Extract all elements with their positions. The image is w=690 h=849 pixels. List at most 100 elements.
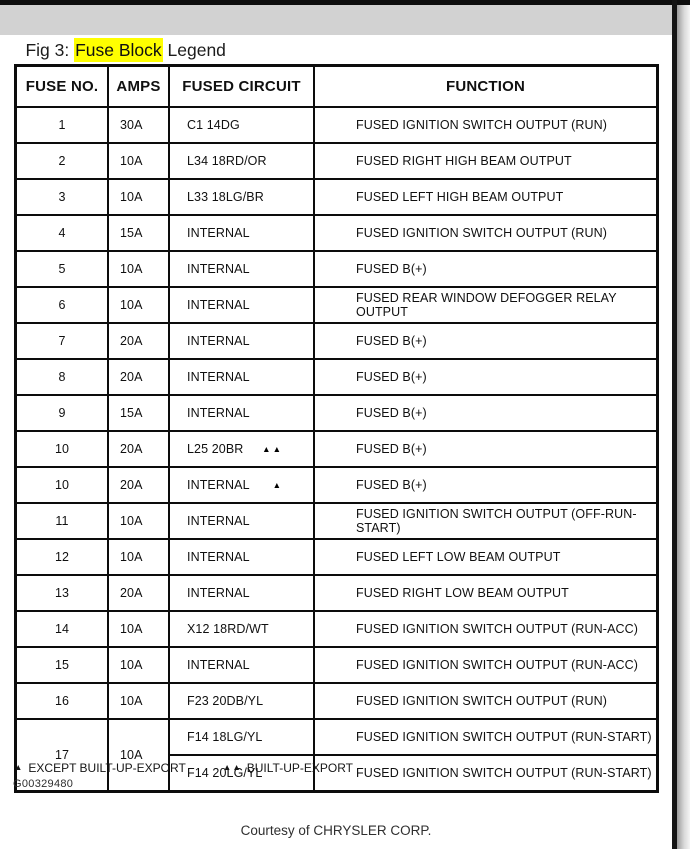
fuse-no-cell: 11 <box>14 502 109 540</box>
fuse-block-table: FUSE NO. AMPS FUSED CIRCUIT FUNCTION 1 30A C1… <box>14 64 659 793</box>
function-cell: FUSED B(+) <box>313 250 659 288</box>
circuit-cell: INTERNAL <box>168 394 315 432</box>
circuit-cell: X12 18RD/WT <box>168 610 315 648</box>
page-top-border <box>0 0 690 5</box>
function-cell: FUSED IGNITION SWITCH OUTPUT (RUN-START) <box>313 718 659 756</box>
double-triangle-icon: ▲▲ <box>222 762 242 772</box>
circuit-cell: F23 20DB/YL <box>168 682 315 720</box>
fuse-no-cell: 1 <box>14 106 109 144</box>
fuse-row: 4 15A INTERNAL FUSED IGNITION SWITCH OUTPUT… <box>14 214 659 252</box>
fuse-no-cell: 17 <box>14 718 109 793</box>
fuse-row: 9 15A INTERNAL FUSED B(+) <box>14 394 659 432</box>
circuit-cell: INTERNAL <box>168 502 315 540</box>
footnotes: ▲ EXCEPT BUILT-UP-EXPORT ▲▲ BUILT-UP-EXPOR… <box>14 761 387 775</box>
fuse-table-header: FUSE NO. AMPS FUSED CIRCUIT FUNCTION <box>14 64 659 108</box>
figure-title-bar: Fig 3: Fuse Block Legend <box>0 5 672 62</box>
fuse-no-cell: 16 <box>14 682 109 720</box>
column-header-fused-circuit: FUSED CIRCUIT <box>168 64 315 108</box>
fuse-row: 12 10A INTERNAL FUSED LEFT LOW BEAM OUTPUT <box>14 538 659 576</box>
function-cell: FUSED RIGHT HIGH BEAM OUTPUT <box>313 142 659 180</box>
fuse-row: 8 20A INTERNAL FUSED B(+) <box>14 358 659 396</box>
circuit-cell: F14 20LG/YL <box>168 754 315 793</box>
amps-cell: 10A <box>107 646 170 684</box>
amps-cell: 10A <box>107 502 170 540</box>
amps-cell: 20A <box>107 430 170 468</box>
footnote-label: BUILT-UP-EXPORT <box>246 761 353 775</box>
function-cell: FUSED REAR WINDOW DEFOGGER RELAY OUTPUT <box>313 286 659 324</box>
function-cell: FUSED B(+) <box>313 430 659 468</box>
circuit-label: INTERNAL <box>187 478 250 492</box>
circuit-cell: INTERNAL <box>168 286 315 324</box>
amps-cell: 10A <box>107 718 170 793</box>
function-cell: FUSED B(+) <box>313 358 659 396</box>
figure-code: G00329480 <box>13 778 74 790</box>
circuit-label: F14 20LG/YL <box>187 766 263 780</box>
function-cell: FUSED IGNITION SWITCH OUTPUT (RUN-ACC) <box>313 646 659 684</box>
fuse-no-cell: 6 <box>14 286 109 324</box>
courtesy-caption: Courtesy of CHRYSLER CORP. <box>240 823 432 838</box>
circuit-cell: INTERNAL <box>168 358 315 396</box>
column-header-amps: AMPS <box>107 64 170 108</box>
fuse-no-cell: 15 <box>14 646 109 684</box>
fuse-row: 7 20A INTERNAL FUSED B(+) <box>14 322 659 360</box>
amps-cell: 15A <box>107 214 170 252</box>
circuit-label: INTERNAL <box>187 406 250 420</box>
fuse-row: 2 10A L34 18RD/OR FUSED RIGHT HIGH BEAM OUT… <box>14 142 659 180</box>
fuse-no-cell: 5 <box>14 250 109 288</box>
circuit-label: L25 20BR <box>187 442 244 456</box>
function-cell: FUSED B(+) <box>313 322 659 360</box>
circuit-cell: INTERNAL <box>168 646 315 684</box>
circuit-label: INTERNAL <box>187 586 250 600</box>
circuit-label: F23 20DB/YL <box>187 694 264 708</box>
circuit-cell: INTERNAL <box>168 250 315 288</box>
function-cell: FUSED B(+) <box>313 466 659 504</box>
fuse-no-cell: 12 <box>14 538 109 576</box>
circuit-label: L33 18LG/BR <box>187 190 264 204</box>
export-marker-icon: ▲▲ <box>262 444 283 454</box>
function-cell: FUSED IGNITION SWITCH OUTPUT (RUN-ACC) <box>313 610 659 648</box>
fuse-no-cell: 8 <box>14 358 109 396</box>
fuse-no-cell: 7 <box>14 322 109 360</box>
search-highlight: Fuse Block <box>74 38 163 62</box>
circuit-cell: INTERNAL <box>168 574 315 612</box>
fuse-row: 1 30A C1 14DG FUSED IGNITION SWITCH OUTPUT … <box>14 106 659 144</box>
circuit-cell: INTERNAL <box>168 214 315 252</box>
header-row: FUSE NO. AMPS FUSED CIRCUIT FUNCTION <box>14 64 659 108</box>
circuit-cell: INTERNAL <box>168 538 315 576</box>
amps-cell: 10A <box>107 682 170 720</box>
circuit-label: INTERNAL <box>187 298 250 312</box>
circuit-cell: L25 20BR ▲▲ <box>168 430 315 468</box>
function-cell: FUSED IGNITION SWITCH OUTPUT (RUN) <box>313 214 659 252</box>
export-marker-icon: ▲ <box>272 480 283 490</box>
fuse-row: F14 20LG/YL FUSED IGNITION SWITCH OUTPUT … <box>16 754 659 793</box>
footnote-except-built-up-export: ▲ EXCEPT BUILT-UP-EXPORT <box>14 761 189 775</box>
circuit-cell: F14 18LG/YL <box>168 718 315 756</box>
circuit-cell: L34 18RD/OR <box>168 142 315 180</box>
fuse-row: 5 10A INTERNAL FUSED B(+) <box>14 250 659 288</box>
column-header-fuse-no: FUSE NO. <box>14 64 109 108</box>
fuse-row: 15 10A INTERNAL FUSED IGNITION SWITCH OUTPU… <box>14 646 659 684</box>
amps-cell: 20A <box>107 466 170 504</box>
function-cell: FUSED LEFT HIGH BEAM OUTPUT <box>313 178 659 216</box>
amps-cell: 20A <box>107 574 170 612</box>
footnote-built-up-export: ▲▲ BUILT-UP-EXPORT <box>223 761 353 775</box>
fuse-no-cell: 10 <box>14 466 109 504</box>
page-drop-shadow <box>677 0 690 849</box>
amps-cell: 30A <box>107 106 170 144</box>
amps-cell: 10A <box>107 250 170 288</box>
circuit-label: L34 18RD/OR <box>187 154 267 168</box>
function-cell: FUSED IGNITION SWITCH OUTPUT (OFF-RUN-ST… <box>313 502 659 540</box>
fuse-row: 10 20A L25 20BR ▲▲ FUSED B(+) <box>14 430 659 468</box>
fuse-row: 14 10A X12 18RD/WT FUSED IGNITION SWITCH OU… <box>14 610 659 648</box>
fuse-row: 10 20A INTERNAL ▲ FUSED B(+) <box>14 466 659 504</box>
function-cell: FUSED IGNITION SWITCH OUTPUT (RUN-START) <box>313 754 659 793</box>
figure-title-suffix: Legend <box>162 40 226 60</box>
circuit-label: INTERNAL <box>187 226 250 240</box>
figure-title-prefix: Fig 3: <box>25 40 75 60</box>
fuse-row: 13 20A INTERNAL FUSED RIGHT LOW BEAM OUTPUT <box>14 574 659 612</box>
circuit-label: INTERNAL <box>187 550 250 564</box>
circuit-cell: L33 18LG/BR <box>168 178 315 216</box>
fuse-row: 16 10A F23 20DB/YL FUSED IGNITION SWITCH OU… <box>14 682 659 720</box>
circuit-label: INTERNAL <box>187 334 250 348</box>
circuit-cell: INTERNAL ▲ <box>168 466 315 504</box>
